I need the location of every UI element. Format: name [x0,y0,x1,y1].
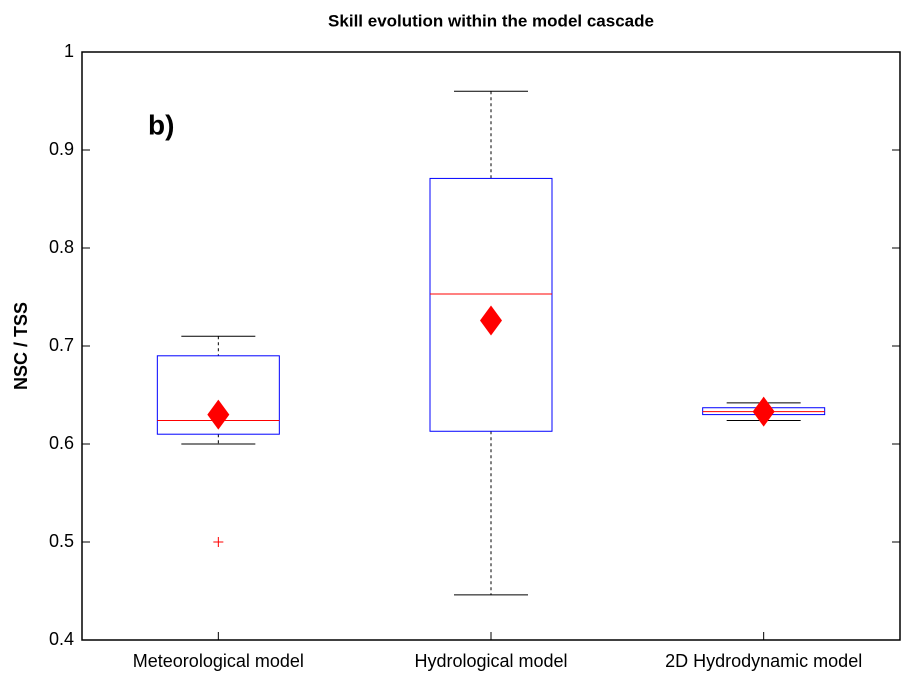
x-tick-label: Hydrological model [414,651,567,671]
y-tick-label: 0.8 [49,237,74,257]
chart-title: Skill evolution within the model cascade [328,11,654,30]
mean-marker [480,305,502,336]
mean-marker [207,399,230,430]
y-tick-label: 0.7 [49,335,74,355]
box [156,355,280,435]
x-tick-label: 2D Hydrodynamic model [665,651,862,671]
mean-marker [752,396,775,427]
y-tick-label: 0.6 [49,433,74,453]
box [429,177,553,432]
y-tick-label: 0.9 [49,139,74,159]
y-tick-label: 1 [64,41,74,61]
y-tick-label: 0.4 [49,629,74,649]
annotation: b) [148,109,174,140]
y-axis-label: NSC / TSS [11,302,31,390]
x-tick-label: Meteorological model [133,651,304,671]
y-tick-label: 0.5 [49,531,74,551]
outlier [213,537,224,547]
